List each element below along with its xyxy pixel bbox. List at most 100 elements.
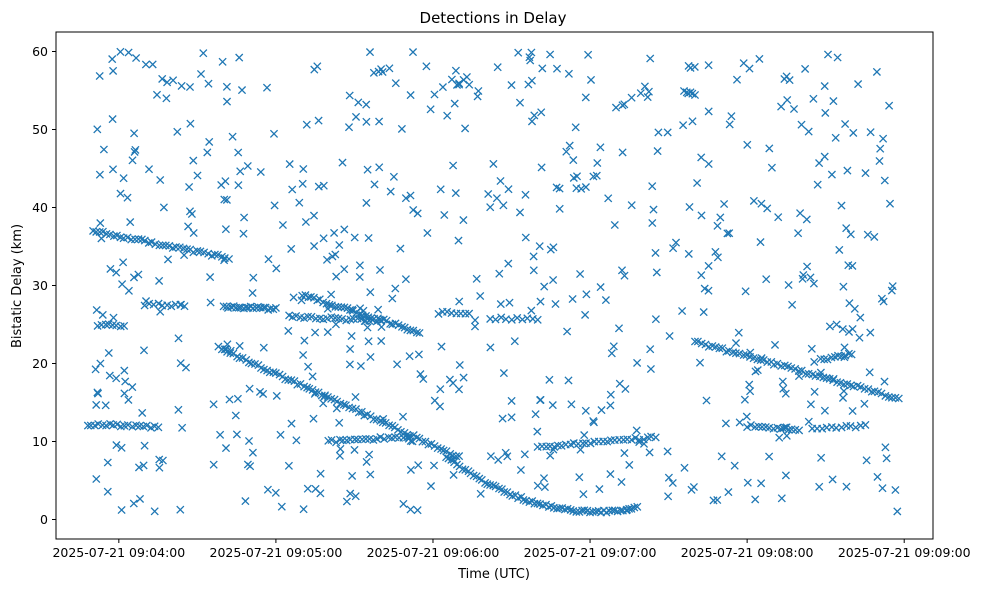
data-point (361, 434, 370, 443)
data-point (607, 349, 616, 358)
data-point (527, 306, 536, 315)
data-point (313, 62, 322, 71)
data-point (801, 64, 810, 73)
data-point (669, 244, 678, 253)
data-point (876, 144, 885, 153)
data-point (222, 97, 232, 106)
data-point (370, 180, 379, 189)
data-point (785, 76, 794, 85)
data-point (486, 343, 495, 352)
data-point (499, 201, 508, 210)
data-point (327, 435, 336, 445)
data-point (140, 301, 149, 310)
data-point (745, 380, 754, 389)
data-point (704, 159, 713, 169)
data-point (380, 434, 389, 444)
data-point (123, 420, 132, 430)
data-point (142, 421, 151, 430)
data-point (862, 456, 871, 465)
data-point (724, 488, 733, 497)
data-point (248, 448, 257, 457)
data-point (620, 100, 629, 109)
data-point (504, 185, 513, 194)
data-point (740, 395, 749, 404)
data-point (351, 392, 360, 402)
data-point (749, 196, 758, 205)
data-point (700, 284, 709, 293)
data-point (625, 460, 634, 469)
data-point (292, 436, 301, 445)
data-point (106, 264, 115, 273)
data-point (702, 396, 711, 405)
data-point (96, 219, 105, 228)
data-point (378, 418, 387, 427)
data-point (119, 258, 128, 267)
data-point (635, 438, 644, 447)
data-point (549, 243, 558, 252)
data-point (855, 333, 864, 342)
data-point (835, 245, 844, 254)
data-point (757, 354, 766, 363)
data-point (128, 156, 137, 165)
data-point (344, 123, 354, 132)
data-point (309, 211, 319, 220)
data-point (756, 356, 765, 365)
data-point (244, 436, 254, 446)
data-point (108, 55, 117, 64)
data-point (894, 394, 903, 403)
data-point (249, 304, 258, 313)
data-point (491, 315, 500, 324)
data-point (436, 185, 445, 194)
data-point (880, 377, 889, 386)
data-point (454, 385, 464, 394)
data-point (633, 358, 642, 367)
data-point (182, 245, 192, 254)
data-point (704, 286, 713, 295)
data-point (436, 385, 445, 394)
data-point (277, 502, 286, 511)
data-point (235, 354, 244, 363)
data-point (375, 315, 384, 324)
data-point (725, 120, 734, 129)
data-point (501, 448, 510, 457)
data-point (643, 93, 652, 102)
data-point (128, 383, 137, 392)
data-point (484, 189, 493, 199)
data-point (767, 163, 776, 172)
data-point (840, 343, 849, 352)
y-tick-label: 40 (32, 200, 48, 215)
data-point (537, 163, 546, 172)
data-point (222, 345, 231, 354)
data-point (217, 180, 226, 190)
data-point (396, 244, 405, 253)
data-point (833, 351, 843, 360)
data-point (746, 348, 755, 357)
data-point (663, 447, 672, 456)
data-point (193, 246, 202, 255)
data-point (632, 426, 641, 435)
data-point (476, 489, 485, 498)
data-point (860, 399, 869, 408)
data-point (877, 389, 886, 398)
data-point (237, 86, 247, 95)
data-point (92, 400, 101, 409)
data-point (730, 461, 739, 470)
data-point (225, 395, 234, 404)
data-point (364, 337, 373, 346)
data-point (134, 463, 144, 472)
data-point (366, 470, 375, 479)
data-point (566, 505, 575, 514)
data-point (375, 265, 385, 275)
data-point (184, 222, 193, 231)
data-point (804, 127, 813, 136)
data-point (120, 366, 129, 375)
data-point (850, 304, 859, 313)
data-point (762, 275, 771, 284)
x-tick-label: 2025-07-21 09:09:00 (838, 545, 971, 560)
data-point (722, 347, 731, 356)
data-point (351, 112, 361, 121)
x-axis: 2025-07-21 09:04:00 2025-07-21 09:05:00 20… (52, 539, 971, 560)
data-point (893, 507, 902, 516)
data-point (806, 400, 815, 409)
